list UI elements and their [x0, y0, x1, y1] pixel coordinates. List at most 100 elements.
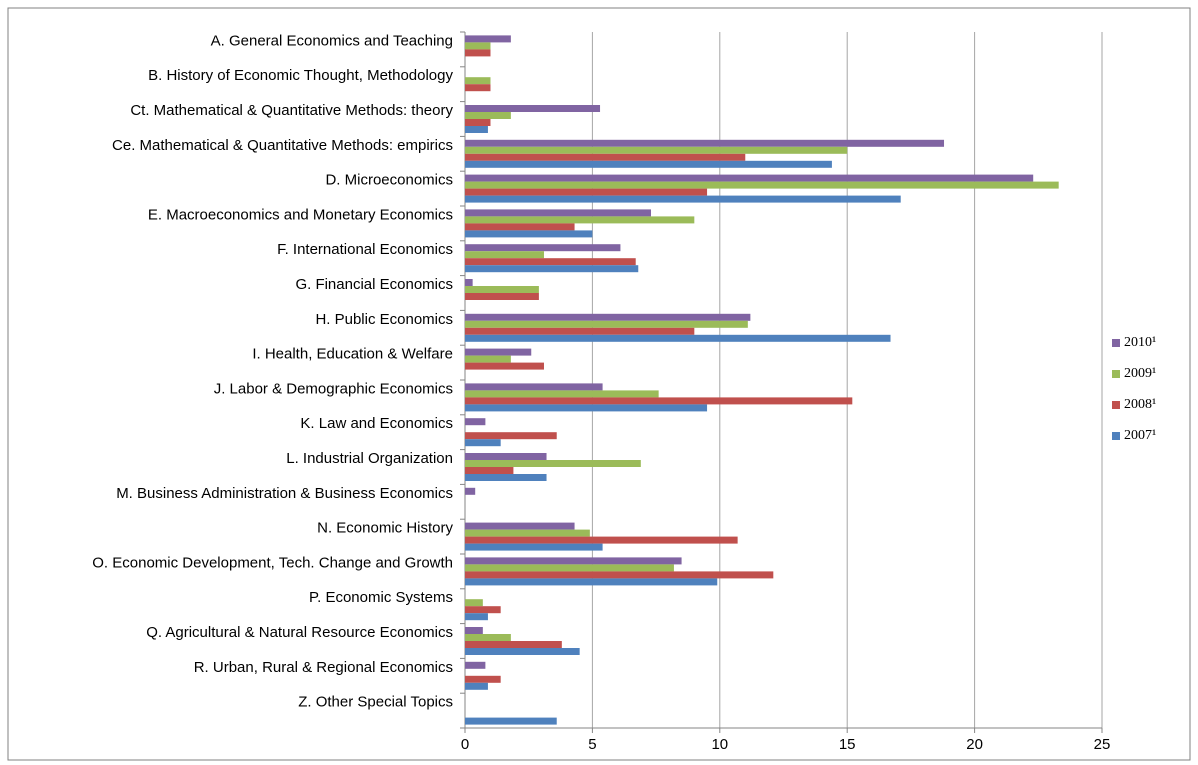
- legend-swatch: [1112, 339, 1120, 347]
- bar: [465, 606, 501, 614]
- bar: [465, 682, 488, 690]
- y-tick-label: J. Labor & Demographic Economics: [214, 380, 453, 397]
- y-tick-label: Z. Other Special Topics: [298, 694, 453, 711]
- bar: [465, 529, 590, 537]
- bar: [465, 126, 488, 133]
- y-tick-label: K. Law and Economics: [300, 415, 453, 432]
- bar: [465, 474, 547, 481]
- bar: [465, 279, 473, 286]
- bar: [465, 146, 848, 154]
- bar: [465, 418, 486, 426]
- bar: [465, 661, 486, 669]
- bar: [465, 432, 557, 440]
- legend-swatch: [1112, 401, 1120, 409]
- bar: [465, 49, 491, 57]
- legend-swatch: [1112, 370, 1120, 378]
- x-tick-label: 5: [588, 736, 596, 753]
- bar: [465, 35, 511, 43]
- chart-border: [7, 7, 1191, 761]
- legend-label: 2007¹: [1124, 428, 1156, 443]
- bar: [465, 613, 488, 621]
- bar: [465, 244, 621, 252]
- legend-label: 2008¹: [1124, 397, 1156, 412]
- bar: [465, 230, 593, 238]
- y-tick-label: Ct. Mathematical & Quantitative Methods:…: [130, 102, 453, 119]
- bar: [465, 174, 1034, 182]
- bar: [465, 195, 901, 203]
- bar: [465, 717, 557, 725]
- y-tick-label: B. History of Economic Thought, Methodol…: [148, 67, 453, 84]
- bar: [465, 557, 682, 565]
- y-tick-label: E. Macroeconomics and Monetary Economics: [148, 206, 453, 223]
- legend-label: 2009¹: [1124, 366, 1156, 381]
- y-tick-label: Ce. Mathematical & Quantitative Methods:…: [112, 137, 453, 154]
- bar: [465, 105, 601, 112]
- bar: [465, 487, 476, 495]
- x-tick-label: 20: [966, 736, 983, 753]
- y-tick-label: D. Microeconomics: [325, 172, 453, 189]
- bar: [465, 362, 544, 370]
- bar: [465, 334, 891, 342]
- bar: [465, 543, 603, 551]
- y-tick-label: F. International Economics: [277, 241, 453, 258]
- legend-swatch: [1112, 432, 1120, 440]
- bar: [465, 153, 746, 161]
- bar: [465, 439, 501, 447]
- bar: [465, 188, 708, 196]
- bar: [465, 641, 562, 648]
- bar: [465, 112, 511, 119]
- bar: [465, 578, 718, 586]
- legend-label: 2010¹: [1124, 335, 1156, 350]
- bar: [465, 390, 659, 398]
- bar: [465, 648, 580, 655]
- y-tick-label: R. Urban, Rural & Regional Economics: [194, 659, 453, 676]
- bar: [465, 627, 483, 634]
- bar: [465, 77, 491, 85]
- bar: [465, 293, 539, 300]
- bar: [465, 258, 636, 266]
- x-tick-label: 25: [1094, 736, 1111, 753]
- y-tick-label: H. Public Economics: [315, 311, 453, 328]
- y-tick-label: I. Health, Education & Welfare: [252, 346, 453, 363]
- bar: [465, 675, 501, 683]
- y-tick-label: G. Financial Economics: [295, 276, 453, 293]
- x-tick-label: 15: [839, 736, 856, 753]
- y-tick-label: L. Industrial Organization: [286, 450, 453, 467]
- y-tick-label: M. Business Administration & Business Ec…: [116, 485, 453, 502]
- bar: [465, 355, 511, 363]
- x-tick-label: 0: [461, 736, 469, 753]
- bar: [465, 348, 532, 356]
- bar: [465, 383, 603, 391]
- bar: [465, 42, 491, 50]
- bar: [465, 522, 575, 530]
- bar: [465, 404, 708, 412]
- bar: [465, 209, 652, 217]
- y-tick-label: A. General Economics and Teaching: [211, 32, 453, 49]
- bar: [465, 460, 641, 467]
- bar: [465, 467, 514, 474]
- bar: [465, 599, 483, 607]
- bar: [465, 119, 491, 126]
- bar: [465, 397, 853, 405]
- bar: [465, 634, 511, 641]
- bar: [465, 536, 738, 544]
- bar: [465, 564, 674, 572]
- y-tick-label: Q. Agricultural & Natural Resource Econo…: [146, 624, 453, 641]
- bar: [465, 327, 695, 335]
- bar: [465, 84, 491, 92]
- bar: [465, 216, 695, 224]
- bar: [465, 313, 751, 321]
- bar: [465, 139, 945, 147]
- bar: [465, 320, 748, 328]
- x-tick-label: 10: [711, 736, 728, 753]
- bar: [465, 265, 639, 273]
- bar: [465, 453, 547, 460]
- y-tick-label: O. Economic Development, Tech. Change an…: [92, 554, 453, 571]
- bar: [465, 286, 539, 293]
- bar: [465, 251, 544, 259]
- bar: [465, 571, 774, 579]
- bar: [465, 223, 575, 231]
- bar: [465, 160, 832, 168]
- y-tick-label: N. Economic History: [317, 520, 453, 537]
- bar: [465, 181, 1059, 189]
